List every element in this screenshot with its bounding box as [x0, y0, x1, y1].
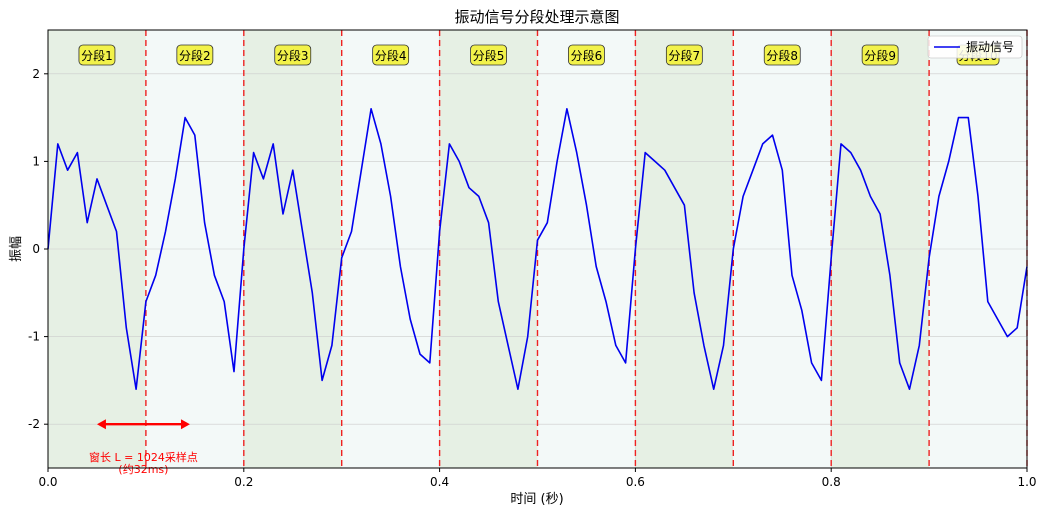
window-arrow-head-left — [96, 419, 106, 430]
segment-label-box: 分段1 — [78, 44, 116, 66]
segment-label-box: 分段6 — [568, 44, 605, 66]
x-tick-label: 0.6 — [626, 475, 645, 489]
chart-title: 振动信号分段处理示意图 — [454, 8, 619, 26]
legend-label: 振动信号 — [966, 40, 1014, 54]
x-axis-ticks: 0.0 0.2 0.4 0.6 0.8 1.0 — [38, 468, 1037, 489]
x-tick-label: 0.2 — [234, 475, 253, 489]
segment-label-bg — [274, 44, 312, 66]
segment-label-box: 分段7 — [665, 44, 703, 66]
x-tick-label: 0.0 — [38, 475, 57, 489]
segment-label-bg — [861, 44, 899, 66]
signal-line — [47, 108, 1028, 391]
segment-label-box: 分段2 — [176, 44, 214, 66]
window-annotation-text: 窗长 L = 1024采样点 — [89, 450, 198, 464]
segment-label: 分段1 — [81, 48, 113, 63]
y-tick-label: 1 — [32, 154, 40, 168]
segment-label: 分段5 — [473, 48, 505, 63]
segment-label: 分段6 — [571, 48, 603, 63]
x-axis-label: 时间 (秒) — [510, 492, 563, 507]
segment-label: 分段7 — [669, 48, 701, 63]
segment-label-box: 分段8 — [763, 44, 801, 66]
segment-labels: 分段1分段2分段3分段4分段5分段6分段7分段8分段9分段10 — [78, 44, 1000, 66]
segment-label-bg — [568, 44, 605, 66]
segment-label: 分段4 — [375, 48, 407, 63]
signal-line-group — [47, 108, 1028, 391]
y-tick-label: 2 — [32, 67, 40, 81]
segment-label: 分段9 — [864, 48, 896, 63]
segment-label-bg — [372, 44, 410, 66]
y-axis-ticks: -2 -1 0 1 2 — [28, 67, 48, 431]
y-tick-label: 0 — [32, 242, 40, 256]
segment-label-box: 分段9 — [861, 44, 899, 66]
window-annotation: 窗长 L = 1024采样点(约32ms) — [89, 419, 198, 476]
y-tick-label: -2 — [28, 417, 40, 431]
x-tick-label: 0.8 — [822, 475, 841, 489]
segment-label-box: 分段4 — [372, 44, 410, 66]
window-arrow-head-right — [180, 419, 190, 430]
legend: 振动信号 — [927, 35, 1023, 59]
segment-label: 分段8 — [766, 48, 798, 63]
segment-label-bg — [176, 44, 214, 66]
segment-label-bg — [78, 44, 116, 66]
legend-box — [927, 35, 1023, 59]
segment-label: 分段3 — [277, 48, 309, 63]
y-axis-label: 振幅 — [9, 236, 24, 262]
segment-label-bg — [763, 44, 801, 66]
y-tick-label: -1 — [28, 330, 40, 344]
window-annotation-subtext: (约32ms) — [118, 463, 168, 476]
segment-label-bg — [470, 44, 507, 66]
segment-label: 分段2 — [179, 48, 211, 63]
segment-label-bg — [665, 44, 703, 66]
segment-label-box: 分段3 — [274, 44, 312, 66]
x-tick-label: 0.4 — [430, 475, 449, 489]
segment-label-box: 分段5 — [470, 44, 507, 66]
x-tick-label: 1.0 — [1017, 475, 1036, 489]
